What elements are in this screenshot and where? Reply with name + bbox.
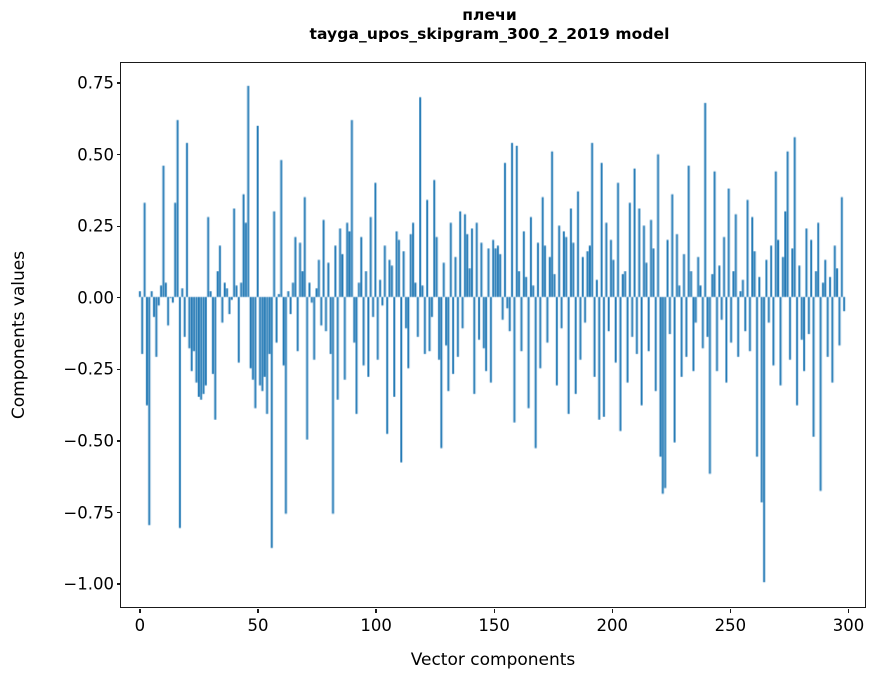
y-tick-mark [116,297,121,299]
x-tick-label: 300 [832,616,865,635]
y-tick-mark [116,511,121,514]
x-tick-label: 0 [134,616,146,635]
y-tick-mark [116,82,121,84]
y-axis-label-text: Components values [9,250,29,420]
x-tick-label: 200 [596,616,629,635]
x-tick-mark [375,609,377,614]
x-axis-label: Vector components [410,650,576,670]
x-tick-label: 100 [360,616,392,635]
y-tick-label: 0.25 [77,216,114,236]
x-tick-label: 250 [714,616,747,635]
y-tick-mark [116,225,121,227]
y-tick-label: 0.00 [77,288,114,308]
x-tick-mark [139,609,141,614]
x-tick-mark [729,609,732,614]
y-tick-label: 0.75 [77,73,114,93]
y-tick-label: −0.25 [63,359,114,379]
x-tick-label: 50 [247,616,269,635]
y-tick-label: −1.00 [63,574,114,594]
x-tick-label: 150 [478,616,510,635]
y-tick-mark [116,440,121,442]
y-tick-label: −0.50 [63,431,114,451]
y-tick-label: −0.75 [63,503,114,523]
chart-subtitle: tayga_upos_skipgram_300_2_2019 model [309,24,670,43]
y-tick-mark [116,153,121,156]
chart-title: плечи [462,6,517,24]
x-tick-mark [611,609,613,614]
y-tick-mark [116,583,121,585]
x-tick-mark [847,609,850,614]
plot-axes: 0.75 0.50 0.25 0.00 −0.25 −0.50 −0.75 −1.00 0 50 1… [63,62,866,635]
bar-series-canvas [121,63,865,607]
y-tick-label: 0.50 [77,145,114,165]
x-tick-mark [257,609,259,614]
chart-title-block: плечи tayga_upos_skipgram_300_2_2019 mod… [113,6,866,44]
y-axis-label: Components values [8,62,30,608]
y-tick-mark [116,368,121,370]
x-tick-mark [493,609,495,614]
